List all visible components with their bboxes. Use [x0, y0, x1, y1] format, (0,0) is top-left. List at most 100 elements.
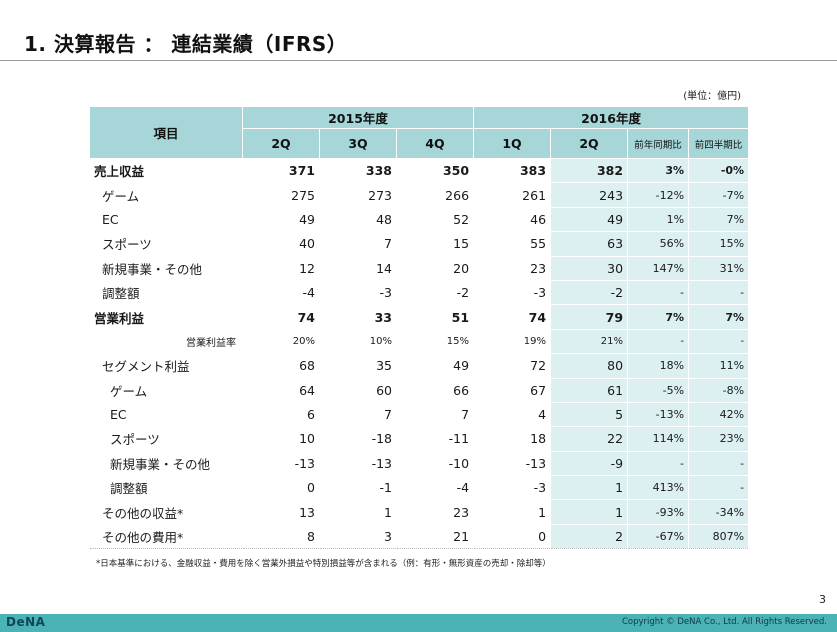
cell-value: 64: [242, 377, 320, 403]
cell-yoy: 1%: [627, 206, 690, 233]
cell-value: 51: [395, 304, 475, 330]
cell-value: 74: [242, 304, 320, 330]
header-quarter: 2Q: [550, 128, 629, 159]
cell-value: 10: [242, 426, 320, 452]
cell-value: -4: [242, 279, 320, 306]
cell-value: 30: [550, 255, 629, 281]
cell-value: -4: [395, 475, 475, 501]
row-label: 調整額: [89, 279, 243, 306]
cell-value: -13: [319, 450, 397, 477]
cell-qoq: -: [688, 475, 750, 501]
cell-yoy: -12%: [627, 182, 690, 208]
cell-value: 8: [242, 523, 320, 550]
cell-value: 275: [242, 182, 320, 208]
cell-value: -13: [473, 450, 552, 477]
cell-value: -9: [550, 450, 629, 477]
page-title: 1. 決算報告 ： 連結業績（IFRS）: [24, 32, 348, 56]
cell-value: 35: [319, 353, 397, 379]
table-row: 新規事業・その他 12 14 20 23 30 147% 31%: [89, 255, 750, 281]
cell-value: 61: [550, 377, 629, 403]
cell-value: -3: [473, 475, 552, 501]
cell-qoq: -: [688, 279, 750, 306]
row-label: その他の費用*: [89, 523, 243, 550]
table-row: その他の費用* 8 3 21 0 2 -67% 807%: [89, 523, 750, 550]
cell-value: 0: [473, 523, 552, 550]
consolidated-results-table: 項目 2015年度 2016年度 2Q 3Q 4Q 1Q 2Q 前年同期比 前四…: [89, 106, 750, 550]
row-label: EC: [89, 206, 243, 233]
row-label: ゲーム: [89, 182, 243, 208]
cell-value: 338: [319, 157, 397, 184]
cell-value: 21: [395, 523, 475, 550]
row-label: 営業利益: [89, 304, 243, 330]
cell-value: 383: [473, 157, 552, 184]
cell-value: 40: [242, 231, 320, 257]
cell-value: 63: [550, 231, 629, 257]
cell-qoq: 7%: [688, 304, 750, 330]
cell-value: 23: [395, 499, 475, 525]
header-quarter: 3Q: [319, 128, 397, 159]
cell-value: 72: [473, 353, 552, 379]
cell-qoq: 31%: [688, 255, 750, 281]
cell-value: -10: [395, 450, 475, 477]
cell-value: 60: [319, 377, 397, 403]
cell-value: 79: [550, 304, 629, 330]
cell-value: 3: [319, 523, 397, 550]
header-quarter: 4Q: [395, 128, 475, 159]
cell-qoq: 807%: [688, 523, 750, 550]
table-row: その他の収益* 13 1 23 1 1 -93% -34%: [89, 499, 750, 525]
cell-value: 19%: [473, 328, 552, 355]
cell-yoy: 3%: [627, 157, 690, 184]
table-row: セグメント利益 68 35 49 72 80 18% 11%: [89, 353, 750, 379]
table-body: 売上収益 371 338 350 383 382 3% -0% ゲーム 275 273 266 261 2…: [89, 157, 750, 550]
cell-qoq: -: [688, 450, 750, 477]
table-row: 売上収益 371 338 350 383 382 3% -0%: [89, 157, 750, 184]
cell-yoy: -5%: [627, 377, 690, 403]
header-yoy: 前年同期比: [627, 128, 690, 159]
cell-qoq: 11%: [688, 353, 750, 379]
cell-value: 48: [319, 206, 397, 233]
table-row: 営業利益率 20% 10% 15% 19% 21% - -: [89, 328, 750, 355]
cell-qoq: -34%: [688, 499, 750, 525]
cell-value: -11: [395, 426, 475, 452]
cell-value: 2: [550, 523, 629, 550]
cell-value: 23: [473, 255, 552, 281]
cell-yoy: -: [627, 279, 690, 306]
cell-value: 243: [550, 182, 629, 208]
cell-value: 0: [242, 475, 320, 501]
cell-value: 49: [395, 353, 475, 379]
cell-value: 67: [473, 377, 552, 403]
unit-note: (単位：億円): [683, 91, 741, 102]
table-row: ゲーム 64 60 66 67 61 -5% -8%: [89, 377, 750, 403]
cell-qoq: 42%: [688, 401, 750, 428]
row-label: 新規事業・その他: [89, 255, 243, 281]
cell-value: 66: [395, 377, 475, 403]
cell-qoq: -7%: [688, 182, 750, 208]
row-label: セグメント利益: [89, 353, 243, 379]
cell-yoy: -13%: [627, 401, 690, 428]
cell-qoq: 15%: [688, 231, 750, 257]
header-item: 項目: [89, 106, 243, 159]
page-number: 3: [819, 593, 826, 606]
table-row: スポーツ 40 7 15 55 63 56% 15%: [89, 231, 750, 257]
cell-value: 20%: [242, 328, 320, 355]
row-label: EC: [89, 401, 243, 428]
cell-value: 18: [473, 426, 552, 452]
cell-value: 5: [550, 401, 629, 428]
row-label: 売上収益: [89, 157, 243, 184]
row-label: スポーツ: [89, 426, 243, 452]
cell-value: 371: [242, 157, 320, 184]
cell-value: 49: [550, 206, 629, 233]
cell-yoy: -93%: [627, 499, 690, 525]
cell-qoq: 7%: [688, 206, 750, 233]
cell-value: 273: [319, 182, 397, 208]
cell-value: -2: [395, 279, 475, 306]
cell-value: -3: [473, 279, 552, 306]
cell-value: -18: [319, 426, 397, 452]
cell-value: 80: [550, 353, 629, 379]
cell-yoy: 56%: [627, 231, 690, 257]
cell-yoy: 7%: [627, 304, 690, 330]
cell-yoy: -67%: [627, 523, 690, 550]
cell-yoy: -: [627, 328, 690, 355]
cell-value: 74: [473, 304, 552, 330]
header-quarter: 1Q: [473, 128, 552, 159]
